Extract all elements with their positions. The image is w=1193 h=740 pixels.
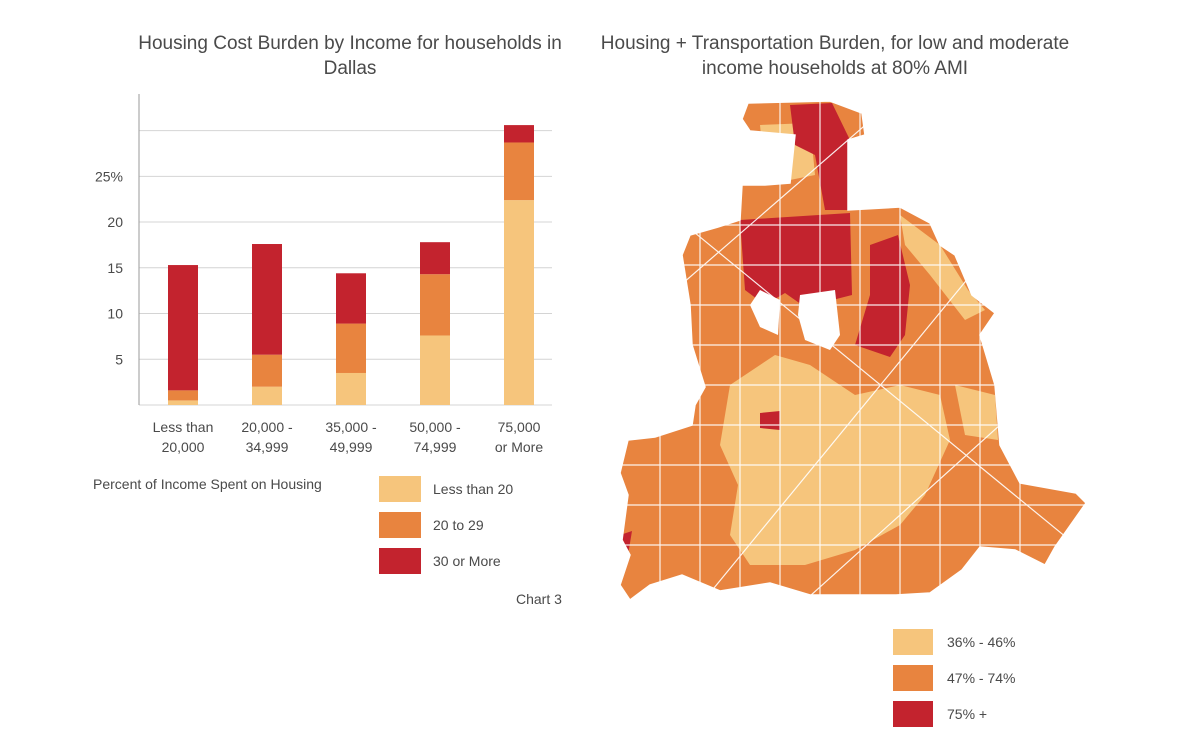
bar-segment (420, 274, 450, 336)
map-legend: 36% - 46% 47% - 74% 75% + (893, 624, 1015, 732)
bar-segment (504, 142, 534, 201)
x-category-label: Less than 20,000 (153, 419, 214, 455)
legend-swatch-mid (379, 512, 421, 538)
bar-legend-title: Percent of Income Spent on Housing (93, 476, 322, 492)
bar-legend: Less than 20 20 to 29 30 or More (379, 471, 513, 579)
map-legend-label: 36% - 46% (947, 634, 1016, 650)
x-category-label: 20,000 -34,999 (241, 419, 293, 455)
bars (168, 125, 534, 405)
legend-item-30-or-more: 30 or More (379, 543, 513, 579)
map-title: Housing + Transportation Burden, for low… (600, 33, 1070, 79)
map-legend-item-high: 75% + (893, 696, 1015, 732)
city-outline (619, 100, 1087, 602)
bar-segment (504, 125, 534, 143)
bar-segment (168, 390, 198, 401)
legend-label: 20 to 29 (433, 517, 484, 533)
dallas-choropleth-map (619, 100, 1087, 602)
bar-segment (252, 386, 282, 405)
y-tick-label: 20 (107, 214, 123, 230)
region-no-data (750, 290, 780, 335)
bar-chart-title: Housing Cost Burden by Income for househ… (138, 33, 562, 79)
map-legend-swatch-high (893, 701, 933, 727)
y-tick-labels: 5 10 15 20 25% (95, 168, 123, 367)
map-legend-swatch-mid (893, 665, 933, 691)
bar-segment (252, 244, 282, 355)
bar-chart: 5 10 15 20 25% Less than 20,000 20,000 -34,999… (95, 94, 552, 455)
map-legend-label: 75% + (947, 706, 988, 722)
region-low-burden-central (720, 355, 950, 565)
map-legend-label: 47% - 74% (947, 670, 1016, 686)
bar-segment (420, 335, 450, 405)
bar-segment (504, 200, 534, 405)
map-legend-item-mid: 47% - 74% (893, 660, 1015, 696)
y-tick-label: 25% (95, 168, 123, 184)
bar-segment (420, 242, 450, 275)
x-category-label: 75,000 or More (495, 419, 543, 455)
legend-item-20-to-29: 20 to 29 (379, 507, 513, 543)
x-category-label: 35,000 -49,999 (325, 419, 377, 455)
bar-segment (252, 354, 282, 387)
region-high-burden-west (760, 411, 780, 430)
chart-caption: Chart 3 (516, 591, 562, 607)
bar-segment (336, 323, 366, 373)
region-low-burden-northeast (900, 215, 985, 320)
map-legend-item-low: 36% - 46% (893, 624, 1015, 660)
region-low-burden-east (955, 385, 998, 440)
legend-swatch-high (379, 548, 421, 574)
legend-label: Less than 20 (433, 481, 514, 497)
legend-swatch-low (379, 476, 421, 502)
bar-segment (336, 372, 366, 405)
bar-segment (168, 265, 198, 391)
legend-label: 30 or More (433, 553, 501, 569)
legend-item-less-than-20: Less than 20 (379, 471, 513, 507)
y-tick-label: 10 (107, 306, 123, 322)
x-category-labels: Less than 20,000 20,000 -34,999 35,000 -49,… (153, 419, 544, 455)
y-tick-label: 5 (115, 351, 123, 367)
bar-segment (336, 273, 366, 324)
map-regions (620, 101, 1086, 600)
map-legend-swatch-low (893, 629, 933, 655)
y-tick-label: 15 (107, 260, 123, 276)
x-category-label: 50,000 -74,999 (409, 419, 461, 455)
region-high-burden-north-central (740, 213, 852, 307)
bar-segment (168, 400, 198, 405)
region-lake (798, 290, 840, 350)
